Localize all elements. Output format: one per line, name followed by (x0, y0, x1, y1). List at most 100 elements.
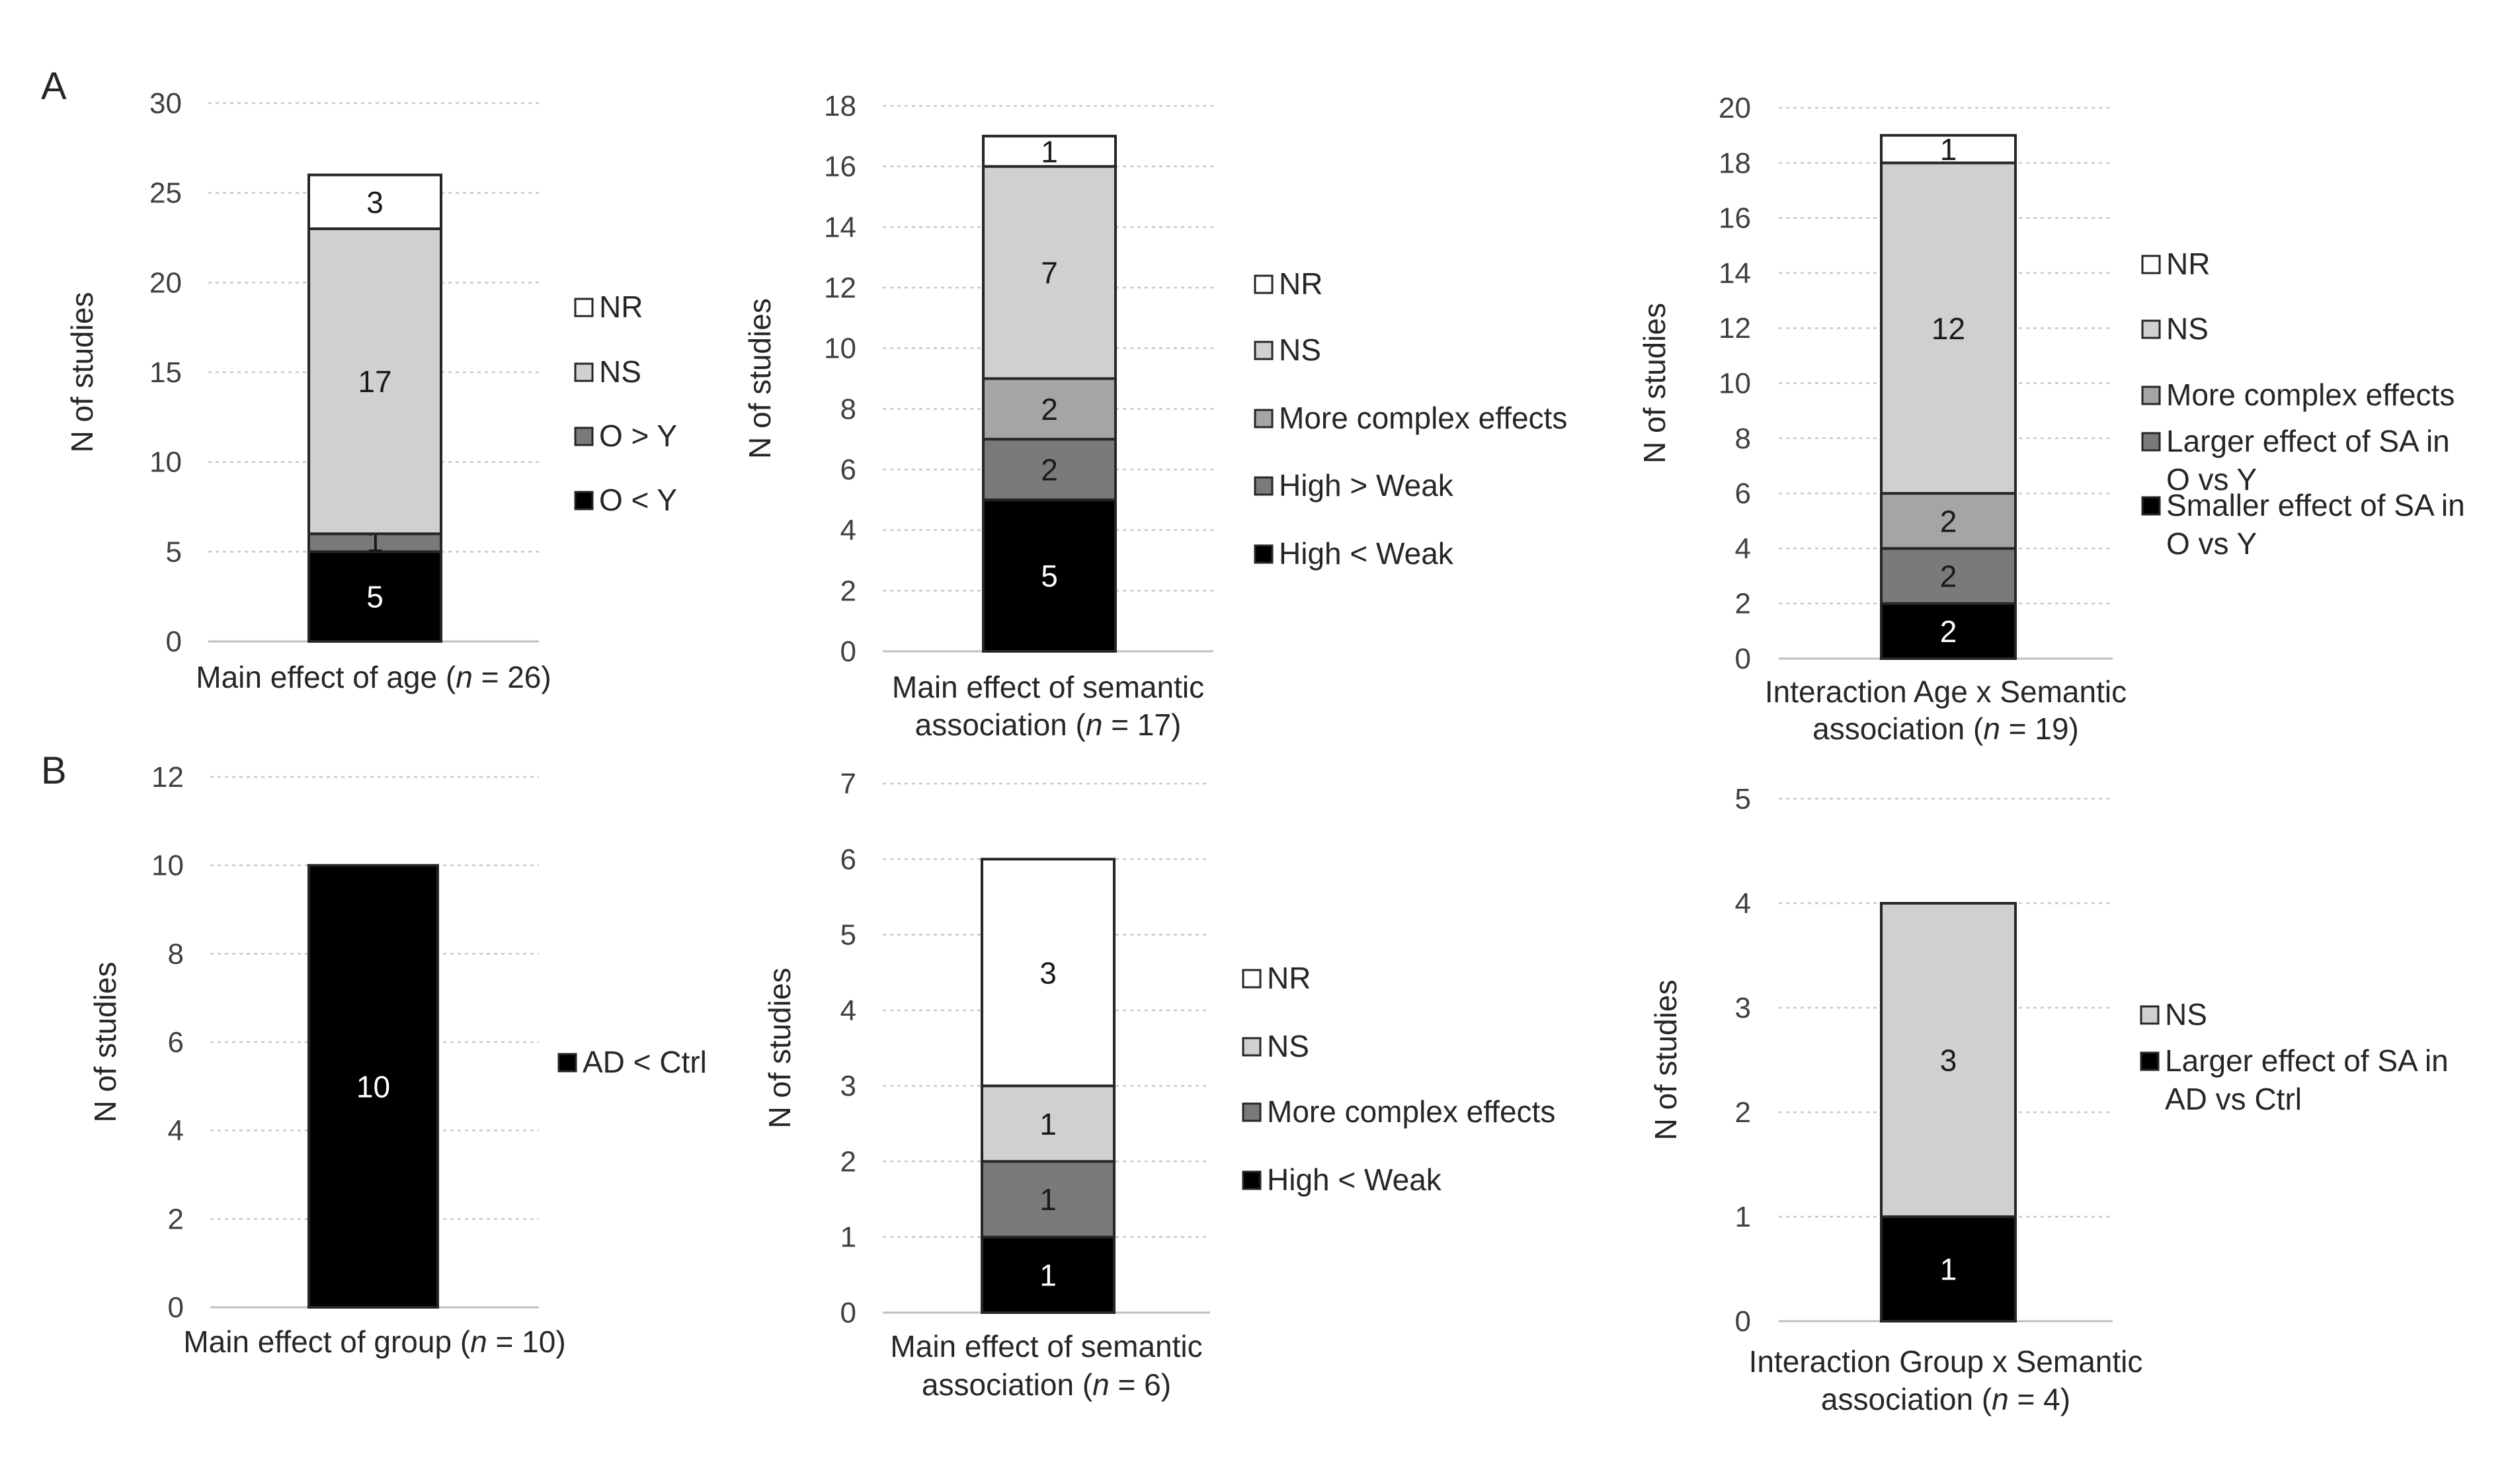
legend-swatch (574, 427, 594, 446)
y-tick-label: 2 (840, 575, 856, 607)
y-tick-label: 8 (840, 393, 856, 425)
legend-label: Smaller effect of SA in (2166, 488, 2465, 522)
y-tick-label: 30 (149, 87, 182, 120)
bar-segment (1880, 492, 2017, 550)
legend-label: NR (1267, 961, 1311, 995)
y-tick-label: 14 (824, 211, 856, 243)
y-tick-label: 4 (1735, 532, 1751, 565)
legend-swatch (2141, 319, 2161, 339)
legend-swatch (1254, 409, 1274, 428)
legend-swatch (2141, 255, 2161, 274)
bar-data-label: 5 (1041, 559, 1058, 593)
legend-swatch (2141, 432, 2161, 452)
legend-swatch (1254, 476, 1274, 496)
bar-data-label: 1 (1039, 1258, 1057, 1292)
y-tick-label: 6 (840, 454, 856, 486)
y-tick-label: 7 (840, 768, 856, 800)
legend-label: NS (2166, 311, 2209, 346)
y-axis-label: N of studies (743, 298, 777, 459)
y-tick-label: 10 (149, 446, 182, 479)
legend-label: NR (599, 290, 643, 324)
y-tick-label: 4 (840, 995, 856, 1027)
y-tick-label: 18 (824, 90, 856, 122)
bar-segment (981, 1235, 1116, 1314)
y-tick-label: 0 (840, 1297, 856, 1329)
legend-swatch (1242, 969, 1262, 989)
legend-swatch (574, 298, 594, 317)
y-tick-label: 5 (840, 919, 856, 952)
y-axis-label: N of studies (88, 962, 122, 1123)
legend-label: O > Y (599, 419, 677, 453)
legend-label: O vs Y (2166, 526, 2257, 561)
bar-segment (307, 532, 442, 553)
y-tick-label: 12 (824, 272, 856, 304)
legend-label: High > Weak (1279, 468, 1454, 503)
y-tick-label: 16 (824, 151, 856, 183)
bar-segment (307, 173, 442, 230)
y-tick-label: 10 (1719, 368, 1751, 400)
panel-label-b: B (41, 749, 67, 792)
y-tick-label: 5 (1735, 783, 1751, 815)
x-axis-label: Main effect of age (n = 26) (196, 660, 551, 694)
legend-swatch (574, 491, 594, 510)
y-tick-label: 1 (840, 1221, 856, 1254)
y-tick-label: 8 (168, 938, 184, 970)
y-tick-label: 8 (1735, 423, 1751, 455)
legend-label: More complex effects (2166, 378, 2455, 412)
y-tick-label: 2 (1735, 588, 1751, 620)
x-axis-label-line2: association (n = 6) (922, 1367, 1171, 1402)
y-tick-label: 1 (1735, 1201, 1751, 1233)
legend-label: NS (1279, 333, 1321, 367)
y-tick-label: 3 (1735, 992, 1751, 1024)
x-axis-label: Main effect of group (n = 10) (183, 1324, 565, 1359)
legend-label: NS (2165, 997, 2207, 1032)
y-tick-label: 10 (824, 333, 856, 365)
legend-swatch (1254, 274, 1274, 294)
y-tick-label: 0 (1735, 1305, 1751, 1338)
bar-data-label: 1 (1041, 134, 1058, 169)
bar-segment (307, 864, 439, 1309)
legend-swatch (1242, 1102, 1262, 1122)
legend-swatch (574, 362, 594, 382)
y-tick-label: 2 (1735, 1096, 1751, 1129)
bar-data-label: 2 (1940, 614, 1957, 649)
legend-swatch (1242, 1037, 1262, 1057)
bar-segment (307, 550, 442, 643)
y-tick-label: 0 (168, 1291, 184, 1324)
bar-data-label: 2 (1940, 504, 1957, 538)
legend-label: High < Weak (1279, 536, 1454, 571)
y-tick-label: 12 (151, 761, 184, 793)
legend-swatch (2140, 1051, 2160, 1071)
y-tick-label: 0 (1735, 643, 1751, 675)
bar-data-label: 1 (1039, 1182, 1057, 1217)
legend-label: More complex effects (1267, 1094, 1555, 1129)
bar-data-label: 1 (1039, 1107, 1057, 1141)
chart-4: 0 2 4 6 8 10 12 N of studies 10 Main effect of gr… (88, 761, 707, 1359)
bar-data-label: 2 (1041, 453, 1058, 487)
y-tick-label: 4 (840, 514, 856, 547)
legend-swatch (1242, 1170, 1262, 1190)
y-tick-label: 6 (168, 1026, 184, 1059)
legend-swatch (2140, 1005, 2160, 1025)
legend-label: High < Weak (1267, 1162, 1442, 1197)
y-tick-label: 0 (840, 635, 856, 668)
legend-swatch (557, 1053, 577, 1073)
y-tick-label: 20 (1719, 92, 1751, 124)
legend-label: Larger effect of SA in (2165, 1043, 2449, 1078)
legend-label: Larger effect of SA in (2166, 424, 2450, 458)
bar-data-label: 1 (1940, 1252, 1957, 1287)
bar-data-label: 2 (1041, 392, 1058, 427)
y-tick-label: 10 (151, 850, 184, 882)
x-axis-label-line2: association (n = 4) (1821, 1382, 2070, 1416)
bar-data-label: 3 (366, 185, 384, 220)
chart-2: 0 2 4 6 8 10 12 14 16 18 N of studies 5 2 2 7 1 Main eff… (743, 90, 1567, 742)
bar-segment (1880, 161, 2017, 495)
y-tick-label: 6 (1735, 477, 1751, 510)
panel-label-a: A (41, 65, 67, 108)
y-tick-label: 25 (149, 177, 182, 210)
legend-swatch (1254, 341, 1274, 360)
y-tick-label: 6 (840, 843, 856, 875)
